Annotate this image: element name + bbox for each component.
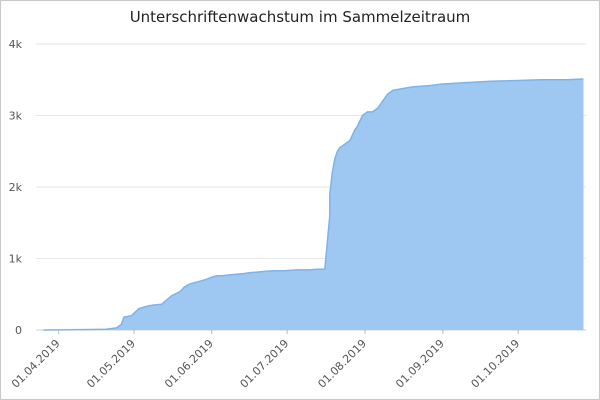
- signature-line: [43, 78, 584, 331]
- x-tick-label: 01.06.2019: [162, 337, 216, 391]
- chart-title: Unterschriftenwachstum im Sammelzeitraum: [129, 8, 471, 26]
- x-tick-label: 01.08.2019: [315, 337, 369, 391]
- y-tick-label: 2k: [9, 181, 23, 194]
- x-tick-label: 01.07.2019: [238, 337, 292, 391]
- x-tick-label: 01.10.2019: [469, 337, 523, 391]
- signature-area: [43, 79, 584, 330]
- y-tick-label: 1k: [9, 253, 23, 266]
- x-tick-label: 01.04.2019: [9, 337, 63, 391]
- y-tick-label: 4k: [9, 38, 23, 51]
- x-tick-label: 01.09.2019: [393, 337, 447, 391]
- y-tick-label: 3k: [9, 110, 23, 123]
- x-tick-label: 01.05.2019: [84, 337, 138, 391]
- y-tick-label: 0: [15, 324, 22, 337]
